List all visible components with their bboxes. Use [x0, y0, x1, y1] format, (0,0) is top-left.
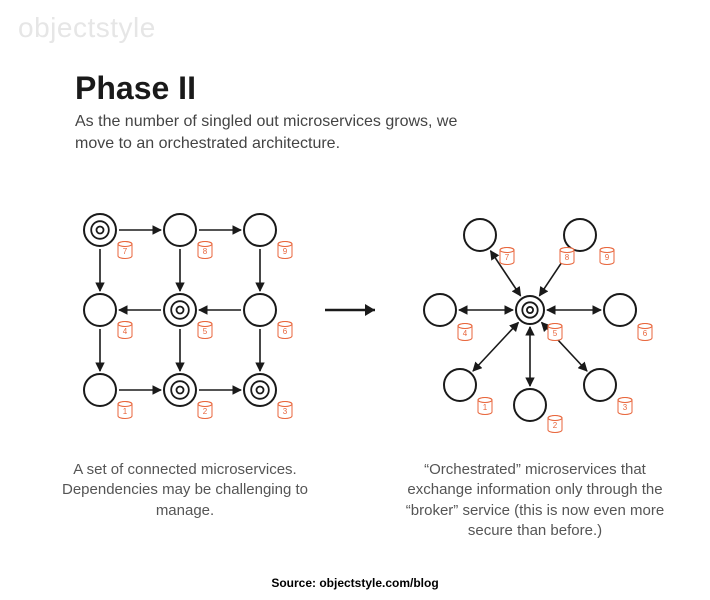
left-diagram: 7 8 9 4 5 6 1 2 3 [60, 200, 310, 435]
transition-arrow [320, 295, 390, 325]
svg-text:7: 7 [123, 247, 128, 256]
svg-text:8: 8 [565, 253, 570, 262]
page-title: Phase II [75, 70, 475, 107]
header-block: Phase II As the number of singled out mi… [75, 70, 475, 154]
svg-text:4: 4 [463, 329, 468, 338]
svg-text:8: 8 [203, 247, 208, 256]
svg-text:1: 1 [123, 407, 128, 416]
diagram-area: 7 8 9 4 5 6 1 2 3 7 8 9 4 5 6 1 2 3 [0, 200, 710, 460]
svg-text:6: 6 [283, 327, 288, 336]
svg-text:3: 3 [283, 407, 288, 416]
svg-text:9: 9 [605, 253, 610, 262]
right-diagram: 7 8 9 4 5 6 1 2 3 [400, 200, 670, 440]
svg-text:5: 5 [553, 329, 558, 338]
svg-text:2: 2 [203, 407, 208, 416]
svg-text:9: 9 [283, 247, 288, 256]
svg-text:3: 3 [623, 403, 628, 412]
svg-text:6: 6 [643, 329, 648, 338]
source-credit: Source: objectstyle.com/blog [0, 576, 710, 590]
svg-text:2: 2 [553, 421, 558, 430]
svg-text:1: 1 [483, 403, 488, 412]
svg-text:7: 7 [505, 253, 510, 262]
left-caption: A set of connected microservices. Depend… [60, 460, 310, 521]
page-subtitle: As the number of singled out microservic… [75, 111, 475, 154]
logo: objectstyle [18, 12, 156, 44]
svg-text:4: 4 [123, 327, 128, 336]
svg-text:5: 5 [203, 327, 208, 336]
right-caption: “Orchestrated” microservices that exchan… [400, 460, 670, 541]
